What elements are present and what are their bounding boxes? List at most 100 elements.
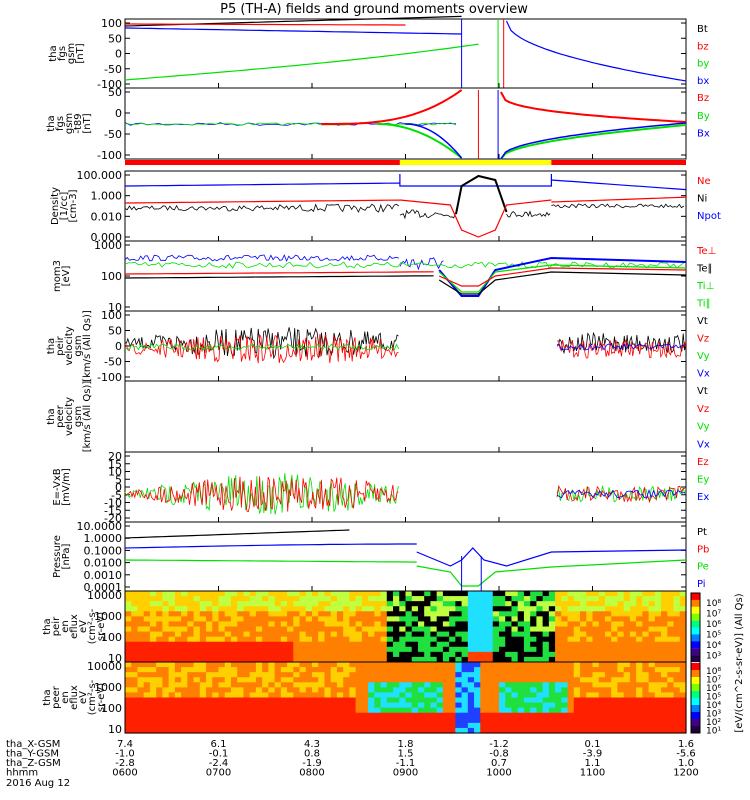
spectrogram-cell	[343, 677, 350, 683]
spectrogram-cell	[199, 591, 207, 597]
spectrogram-cell	[324, 717, 332, 724]
spectrogram-cell	[336, 631, 344, 638]
spectrogram-cell	[137, 636, 145, 643]
spectrogram-cell	[380, 606, 388, 612]
spectrogram-cell	[517, 707, 525, 714]
spectrogram-cell	[361, 601, 369, 607]
spectrogram-cell	[623, 712, 631, 719]
spectrogram-cell	[255, 636, 263, 643]
trace	[399, 174, 552, 187]
spectrogram-cell	[343, 692, 350, 699]
spectrogram-cell	[336, 682, 344, 688]
colorbar-cell	[691, 691, 700, 699]
spectrogram-cell	[417, 621, 425, 628]
spectrogram-cell	[168, 687, 176, 694]
spectrogram-cell	[511, 712, 519, 719]
spectrogram-cell	[461, 707, 469, 714]
spectrogram-cell	[492, 636, 500, 643]
y-tick-label: 100	[101, 631, 122, 644]
legend-entry: Ey	[697, 475, 709, 486]
spectrogram-cell	[523, 672, 531, 678]
spectrogram-cell	[312, 662, 319, 668]
spectrogram-cell	[417, 677, 425, 683]
spectrogram-cell	[561, 727, 569, 734]
y-tick-label: 10000	[87, 589, 122, 602]
spectrogram-cell	[517, 616, 525, 623]
spectrogram-cell	[131, 687, 139, 694]
spectrogram-cell	[424, 692, 432, 699]
spectrogram-cell	[193, 672, 201, 678]
spectrogram-cell	[168, 682, 176, 688]
trace	[124, 271, 434, 275]
spectrogram-cell	[137, 596, 145, 602]
legend-entry: Ti∥	[696, 299, 711, 310]
spectrogram-cell	[536, 626, 544, 633]
spectrogram-cell	[230, 677, 238, 683]
spectrogram-cell	[555, 656, 562, 663]
spectrogram-cell	[442, 697, 450, 704]
spectrogram-cell	[212, 656, 220, 663]
spectrogram-cell	[187, 697, 195, 704]
spectrogram-cell	[442, 722, 450, 729]
spectrogram-cell	[654, 667, 662, 673]
spectrogram-cell	[461, 626, 469, 633]
spectrogram-cell	[499, 687, 506, 694]
spectrogram-cell	[511, 707, 519, 714]
spectrogram-cell	[567, 621, 575, 628]
spectrogram-cell	[499, 727, 506, 734]
y-tick-label: 1000	[94, 610, 122, 623]
spectrogram-cell	[131, 621, 139, 628]
spectrogram-cell	[380, 596, 388, 602]
spectrogram-cell	[548, 611, 556, 617]
spectrogram-cell	[336, 697, 344, 704]
spectrogram-cell	[604, 601, 612, 607]
spectrogram-cell	[230, 636, 238, 643]
spectrogram-cell	[486, 702, 494, 709]
spectrogram-cell	[430, 722, 438, 729]
spectrogram-cell	[586, 596, 594, 602]
spectrogram-cell	[442, 621, 450, 628]
legend-entry: Ni	[697, 194, 707, 205]
legend-entry: Bt	[697, 24, 708, 35]
spectrogram-cell	[417, 712, 425, 719]
spectrogram-cell	[679, 641, 687, 648]
y-tick-label: 100.000	[77, 169, 123, 182]
spectrogram-cell	[486, 601, 494, 607]
spectrogram-cell	[125, 631, 132, 638]
spectrogram-cell	[580, 697, 587, 704]
spectrogram-cell	[667, 707, 675, 714]
spectrogram-cell	[436, 631, 444, 638]
spectrogram-cell	[355, 707, 363, 714]
spectrogram-cell	[287, 712, 294, 719]
y-axis-label: mom3	[52, 260, 63, 292]
spectrogram-cell	[480, 646, 488, 653]
spectrogram-cell	[355, 611, 363, 617]
spectrogram-cell	[499, 677, 506, 683]
spectrogram-cell	[287, 631, 294, 638]
spectrogram-cell	[617, 646, 625, 653]
spectrogram-cell	[143, 667, 151, 673]
y-tick-label: 10	[108, 301, 122, 314]
spectrogram-cell	[424, 677, 432, 683]
spectrogram-cell	[679, 702, 687, 709]
spectrogram-cell	[255, 611, 263, 617]
spectrogram-cell	[417, 707, 425, 714]
spectrogram-cell	[137, 616, 145, 623]
spectrogram-cell	[573, 727, 581, 734]
spectrogram-cell	[293, 672, 301, 678]
spectrogram-cell	[530, 636, 537, 643]
spectrogram-cell	[280, 656, 288, 663]
spectrogram-cell	[517, 641, 525, 648]
spectrogram-cell	[411, 692, 419, 699]
spectrogram-cell	[661, 692, 668, 699]
spectrogram-cell	[336, 601, 344, 607]
spectrogram-cell	[623, 641, 631, 648]
spectrogram-cell	[318, 672, 326, 678]
spectrogram-cell	[442, 641, 450, 648]
spectrogram-cell	[629, 621, 637, 628]
spectrogram-cell	[548, 591, 556, 597]
spectrogram-cell	[187, 677, 195, 683]
spectrogram-cell	[661, 621, 668, 628]
spectrogram-cell	[243, 727, 251, 734]
